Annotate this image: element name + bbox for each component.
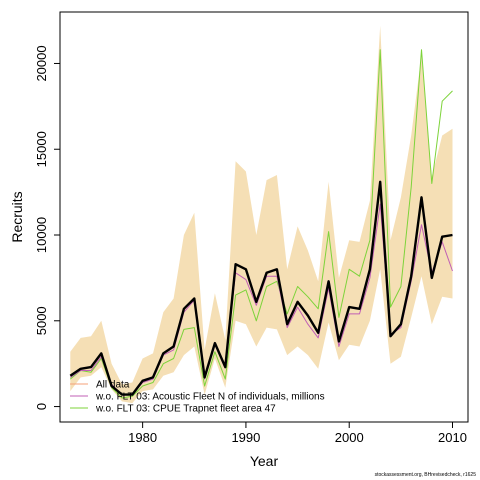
confidence-band-layer xyxy=(70,25,453,404)
confidence-band xyxy=(70,25,453,404)
legend-label: All data xyxy=(96,380,130,391)
legend-label: w.o. FLT 03: Acoustic Fleet N of individ… xyxy=(95,392,325,403)
x-tick-label: 2010 xyxy=(438,430,467,445)
trapnet-fleet-line xyxy=(69,49,453,399)
all-data-line xyxy=(69,180,453,396)
x-tick-label: 2000 xyxy=(335,430,364,445)
x-tick-label: 1990 xyxy=(231,430,260,445)
legend-label: w.o. FLT 03: CPUE Trapnet fleet area 47 xyxy=(95,404,276,415)
y-tick-label: 5000 xyxy=(34,306,49,335)
plot-frame xyxy=(59,11,469,423)
y-axis: 0 5000 10000 15000 20000 xyxy=(34,45,60,410)
y-tick-label: 0 xyxy=(34,403,49,410)
y-tick-label: 10000 xyxy=(34,217,49,253)
series-lines-layer xyxy=(69,49,453,399)
x-axis-label: Year xyxy=(250,453,279,469)
x-axis: 1980 1990 2000 2010 xyxy=(128,422,467,445)
x-tick-label: 1980 xyxy=(128,430,157,445)
y-axis-label: Recruits xyxy=(9,191,25,242)
footer-credit: stockassessment.org, BHrevisedcheck, r16… xyxy=(375,472,477,478)
y-tick-label: 15000 xyxy=(34,131,49,167)
y-tick-label: 20000 xyxy=(34,45,49,81)
